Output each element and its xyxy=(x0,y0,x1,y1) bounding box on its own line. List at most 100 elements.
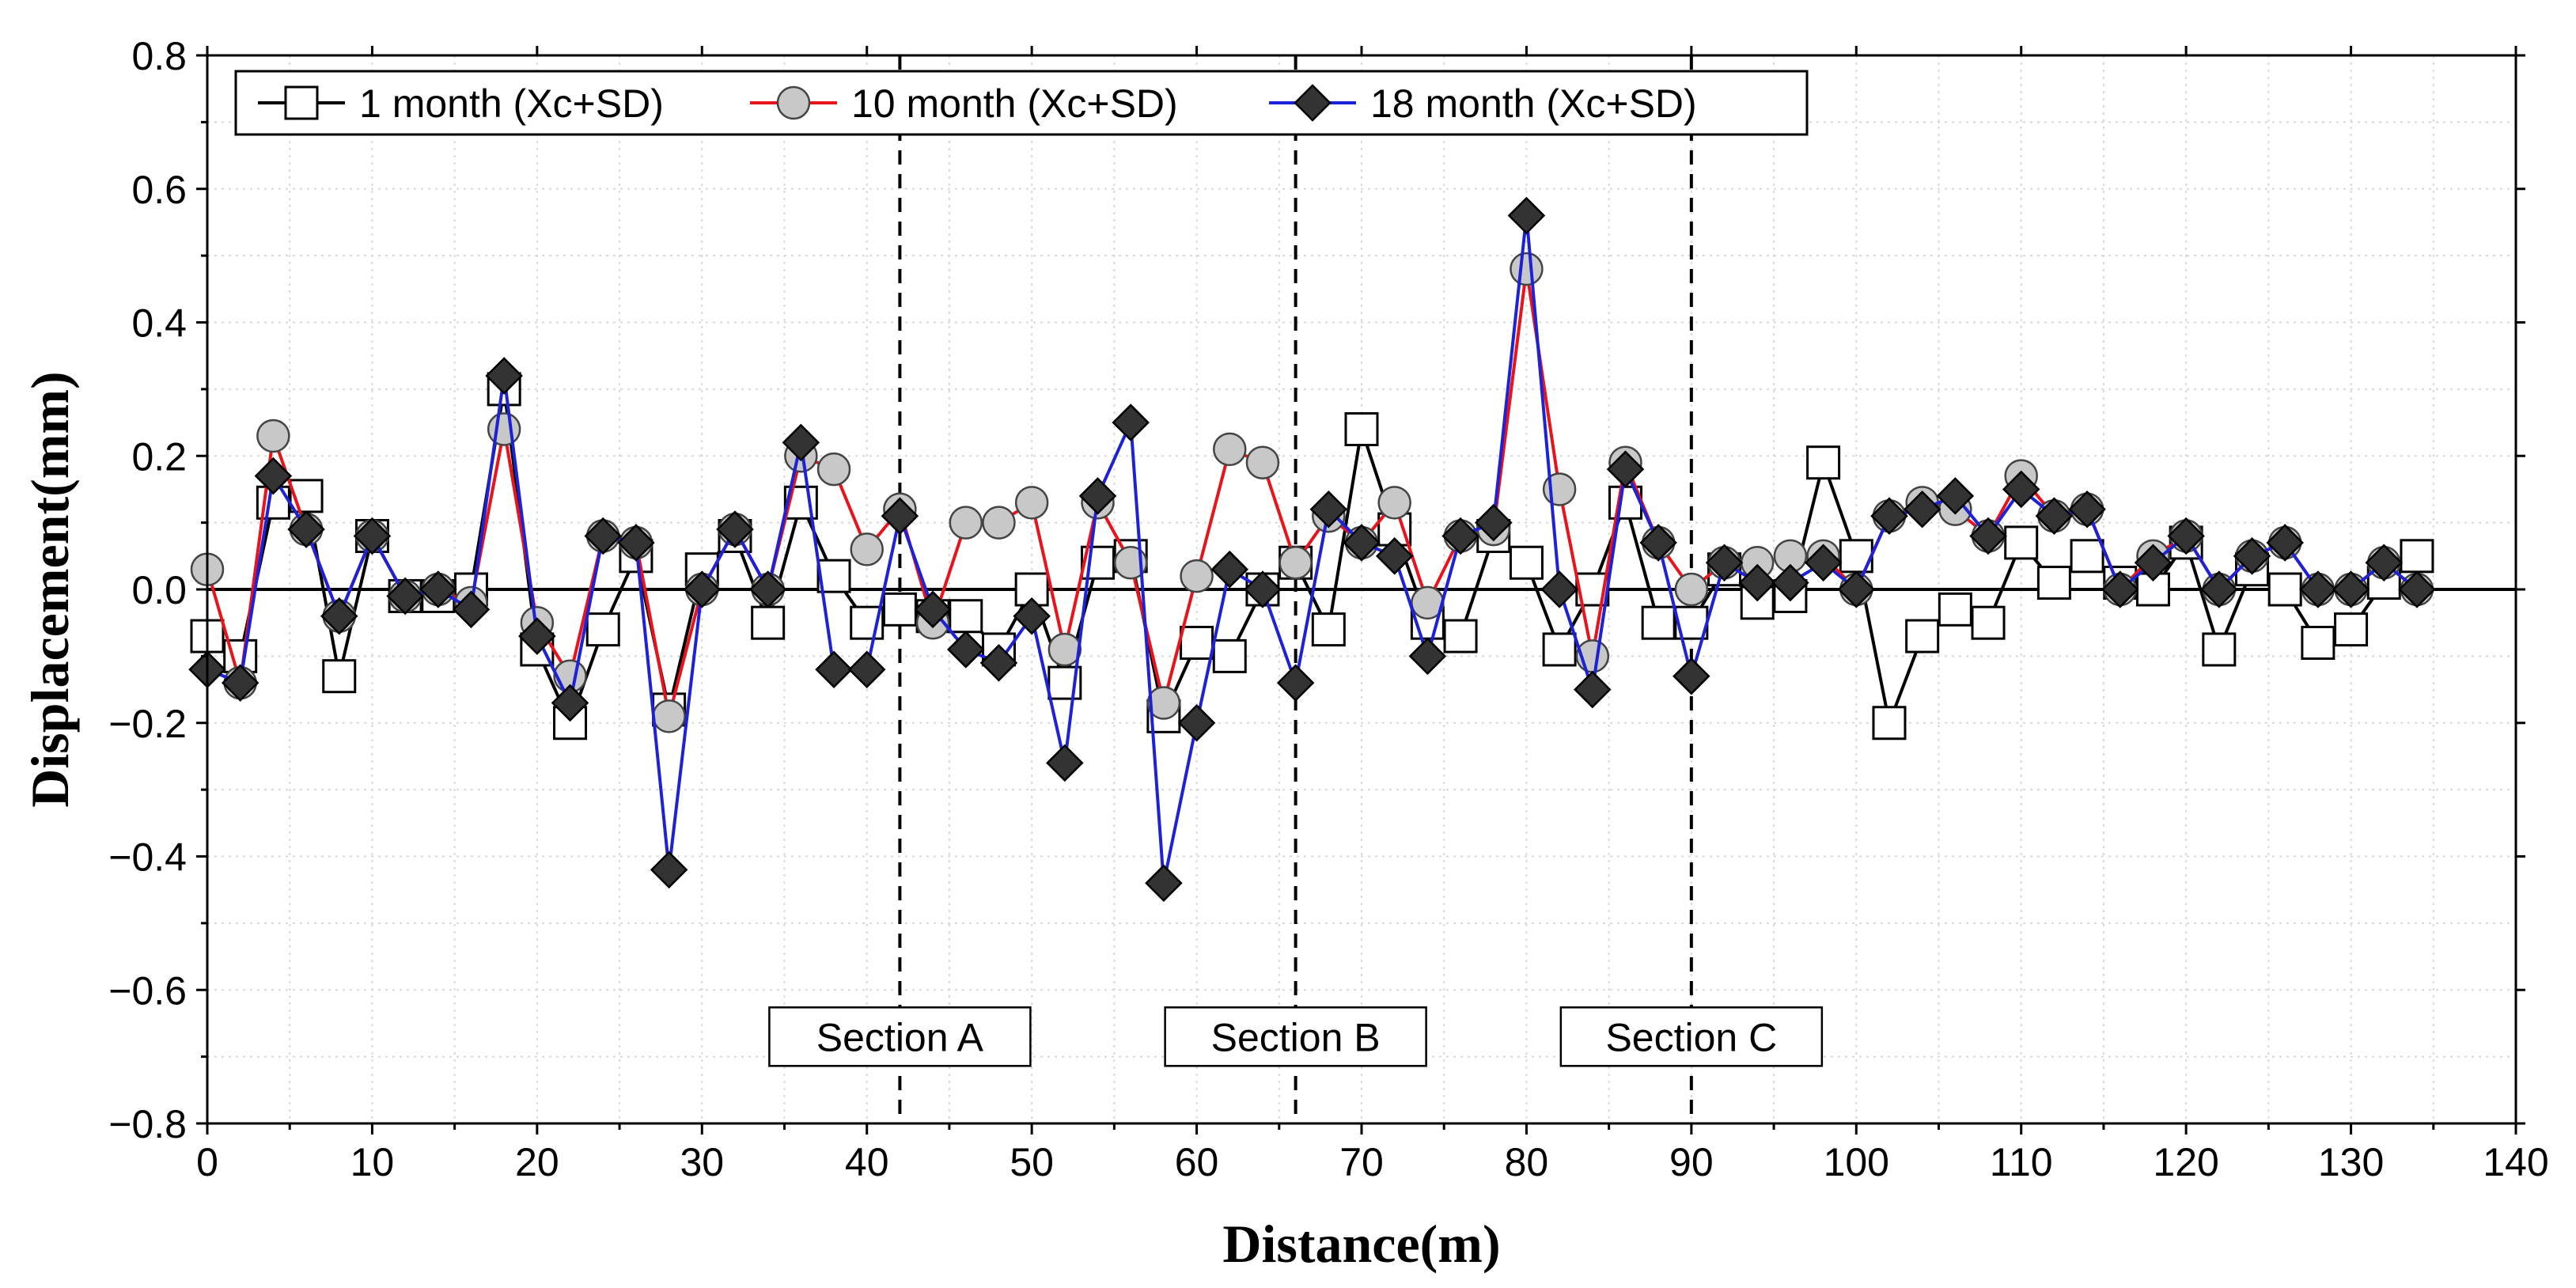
data-point xyxy=(1905,619,1940,653)
data-point xyxy=(2101,570,2139,608)
data-point xyxy=(1377,486,1411,520)
data-point xyxy=(751,605,786,640)
data-point xyxy=(1510,252,1544,286)
data-point xyxy=(1213,432,1247,467)
x-tick-label: 10 xyxy=(350,1140,395,1184)
y-tick-label: −0.4 xyxy=(108,835,187,880)
section-label-box xyxy=(1559,1006,1824,1067)
data-point xyxy=(585,612,620,647)
data-point xyxy=(782,423,820,462)
legend-label: 1 month (Xc+SD) xyxy=(359,81,664,126)
data-point xyxy=(1146,686,1181,720)
series-group xyxy=(188,196,2436,903)
section-label: Section A xyxy=(816,1015,984,1059)
data-point xyxy=(1474,503,1513,542)
data-point xyxy=(1969,517,2007,555)
data-point xyxy=(914,590,952,629)
x-tick-label: 50 xyxy=(1010,1140,1054,1184)
data-point xyxy=(1180,626,1214,660)
data-point xyxy=(452,590,491,629)
data-point xyxy=(2070,539,2104,574)
data-point xyxy=(1014,486,1049,520)
data-point xyxy=(947,631,985,669)
data-point xyxy=(320,597,358,635)
y-tick-label: 0.6 xyxy=(131,168,187,212)
data-point xyxy=(2002,470,2040,509)
data-point xyxy=(1705,544,1744,582)
x-tick-label: 100 xyxy=(1824,1140,1889,1184)
data-point xyxy=(221,664,259,702)
data-point xyxy=(1180,559,1214,593)
data-point xyxy=(1971,605,2006,640)
data-point xyxy=(1837,570,1876,608)
data-point xyxy=(2400,539,2434,574)
data-point xyxy=(1408,637,1447,676)
data-point xyxy=(1872,706,1907,741)
data-point xyxy=(1145,864,1183,903)
x-tick-label: 110 xyxy=(1990,1140,2053,1184)
data-point xyxy=(1507,196,1546,235)
data-point xyxy=(287,510,325,548)
data-point xyxy=(1177,703,1216,742)
data-point xyxy=(1806,445,1841,480)
x-tick-label: 40 xyxy=(845,1140,889,1184)
x-tick-label: 80 xyxy=(1505,1140,1549,1184)
data-point xyxy=(617,524,655,562)
data-point xyxy=(949,599,983,634)
section-label: Section B xyxy=(1211,1015,1381,1059)
data-point xyxy=(1311,612,1346,647)
data-point xyxy=(2267,572,2302,607)
data-point xyxy=(949,506,983,540)
data-point xyxy=(2334,612,2369,647)
data-point xyxy=(2068,490,2106,528)
data-point xyxy=(815,650,853,689)
data-point xyxy=(1804,544,1843,582)
data-point xyxy=(1014,572,1049,607)
data-point xyxy=(1309,490,1348,528)
y-tick-label: 0.2 xyxy=(131,434,187,479)
y-axis-title: Displacement(mm) xyxy=(20,371,80,807)
data-point xyxy=(1738,563,1776,602)
y-tick-label: −0.2 xyxy=(108,702,187,746)
data-point xyxy=(1279,546,1313,580)
data-point xyxy=(2398,570,2436,608)
data-point xyxy=(2332,570,2370,608)
x-tick-label: 130 xyxy=(2318,1140,2384,1184)
section-label-box xyxy=(1164,1006,1427,1067)
data-point xyxy=(1674,572,1709,607)
data-point xyxy=(850,532,884,566)
data-point xyxy=(322,659,357,694)
x-axis-title: Distance(m) xyxy=(1222,1214,1500,1274)
data-point xyxy=(748,570,787,608)
data-point xyxy=(982,506,1016,540)
data-point xyxy=(1245,445,1280,479)
x-tick-label: 60 xyxy=(1175,1140,1219,1184)
section-label: Section C xyxy=(1605,1015,1777,1059)
data-point xyxy=(716,510,754,548)
data-point xyxy=(2036,566,2071,600)
data-point xyxy=(1673,657,1710,695)
data-point xyxy=(2134,544,2173,582)
data-point xyxy=(1540,570,1578,608)
section-label-box xyxy=(768,1006,1032,1067)
axes: 0 10 20 30 40 50 60 70 80 90 100 110 120 130 140 0.8 0.6… xyxy=(108,34,2548,1184)
legend-marker xyxy=(776,85,811,120)
x-tick-label: 140 xyxy=(2483,1140,2548,1184)
data-point xyxy=(1509,545,1544,580)
data-point xyxy=(1639,524,1677,562)
data-point xyxy=(1903,490,1941,528)
data-point xyxy=(1046,744,1084,782)
data-point xyxy=(1343,524,1381,562)
data-point xyxy=(1244,570,1282,608)
x-tick-label: 90 xyxy=(1669,1140,1714,1184)
data-point xyxy=(1210,550,1249,589)
data-point xyxy=(2167,517,2205,555)
data-point xyxy=(652,699,686,733)
data-point xyxy=(1276,664,1315,702)
section-annotations: Section A Section B Section C xyxy=(768,1006,1824,1067)
data-point xyxy=(386,577,424,616)
data-point xyxy=(1606,450,1645,488)
data-point xyxy=(882,592,917,627)
data-point xyxy=(1441,517,1479,555)
